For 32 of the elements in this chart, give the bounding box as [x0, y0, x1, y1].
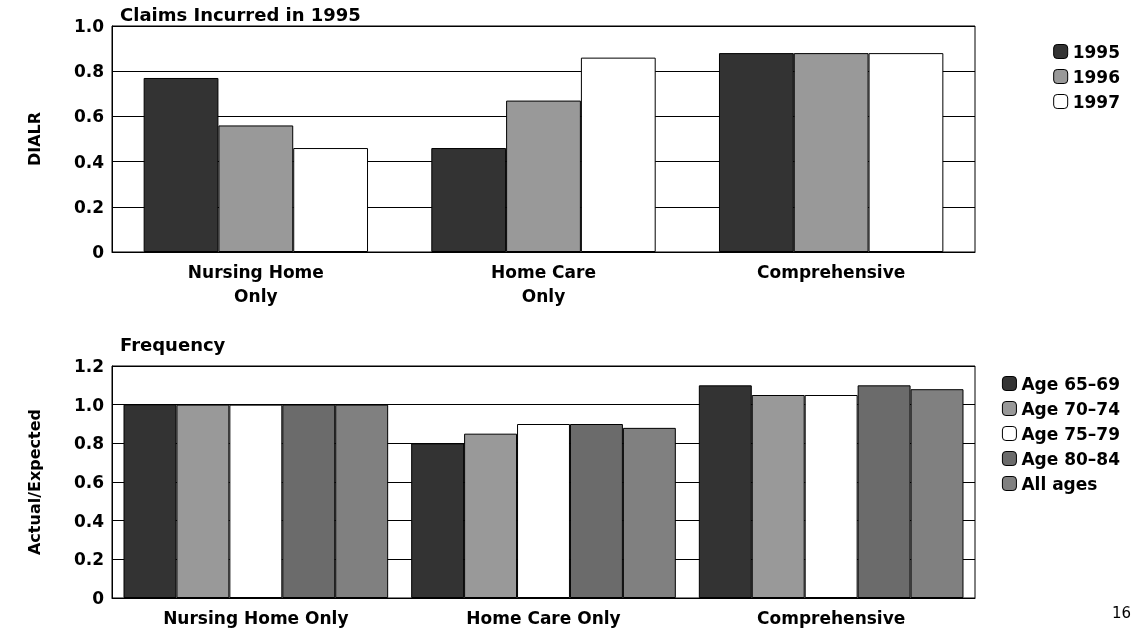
- y-tick-label: 0.4: [73, 151, 105, 172]
- y-tick-label: 0.2: [73, 549, 104, 570]
- y-tick-label: 1.0: [73, 16, 105, 36]
- x-tick-label: Nursing Home Only: [163, 608, 349, 628]
- y-tick-label: 0.6: [73, 472, 104, 492]
- y-tick-label: 1.0: [73, 394, 105, 415]
- legend-label: 1996: [1072, 66, 1121, 87]
- y-axis-title: Actual/Expected: [24, 408, 44, 556]
- legend-label: All ages: [1021, 473, 1098, 494]
- x-tick-label: Comprehensive: [757, 608, 906, 628]
- y-tick-label: 0.8: [73, 433, 104, 454]
- x-tick-label: Comprehensive: [757, 262, 906, 282]
- chart-title: Frequency: [120, 333, 226, 355]
- y-axis-title: DIALR: [24, 111, 44, 167]
- legend-label: 1997: [1072, 91, 1121, 112]
- y-tick-label: 0.4: [73, 510, 105, 531]
- y-tick-label: 0: [92, 588, 105, 608]
- y-tick-label: 0: [92, 242, 105, 262]
- y-tick-label: 0.6: [73, 106, 104, 127]
- x-tick-label: Nursing Home Only: [187, 262, 324, 306]
- y-tick-label: 1.2: [73, 356, 104, 376]
- y-tick-label: 0.2: [73, 196, 104, 217]
- legend-label: Age 80–84: [1021, 448, 1121, 469]
- text: 16: [1111, 603, 1132, 622]
- legend-label: Age 70–74: [1021, 398, 1121, 419]
- x-tick-label: Home Care Only: [491, 262, 596, 306]
- chart-title: Claims Incurred in 1995: [120, 3, 361, 25]
- y-tick-label: 0.8: [73, 61, 104, 82]
- legend-label: 1995: [1072, 41, 1121, 62]
- legend-label: Age 75–79: [1021, 423, 1121, 444]
- x-tick-label: Home Care Only: [466, 608, 621, 628]
- legend-label: Age 65–69: [1021, 373, 1121, 394]
